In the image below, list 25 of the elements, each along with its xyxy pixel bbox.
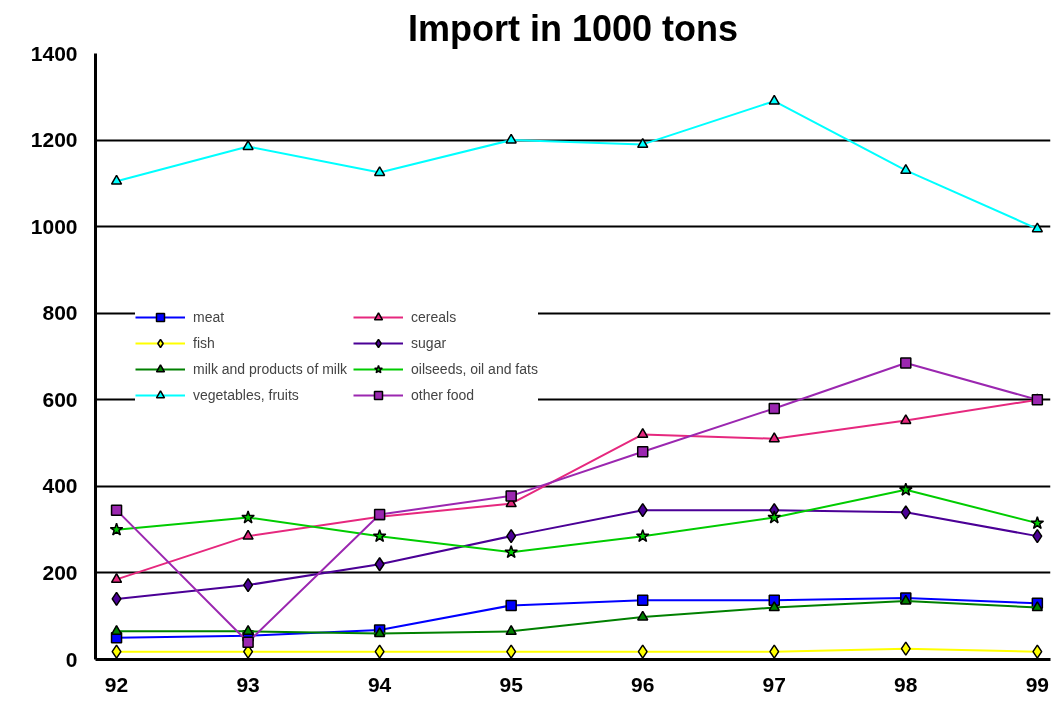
y-tick-label: 1000 (30, 214, 78, 238)
chart-title: Import in 1000 tons (407, 7, 739, 49)
x-tick-label: 96 (631, 672, 655, 696)
legend-label: meat (193, 309, 225, 325)
x-tick-label: 92 (104, 672, 129, 696)
y-tick-label: 1200 (30, 128, 78, 152)
legend-label: fish (193, 335, 215, 351)
x-tick-label: 99 (1025, 672, 1050, 696)
legend-label: cereals (411, 309, 457, 325)
x-tick-label: 95 (499, 672, 524, 696)
y-tick-label: 0 (65, 647, 78, 671)
x-tick-label: 94 (367, 672, 392, 696)
x-tick-label: 97 (762, 672, 786, 696)
x-tick-label: 93 (236, 672, 260, 696)
y-tick-label: 1400 (30, 41, 78, 65)
legend-label: milk and products of milk (193, 361, 348, 377)
legend-label: other food (411, 387, 475, 403)
y-tick-label: 800 (42, 301, 78, 325)
legend-label: sugar (411, 335, 447, 351)
legend-label: oilseeds, oil and fats (411, 361, 538, 377)
y-tick-label: 600 (42, 387, 78, 411)
x-tick-label: 98 (894, 672, 918, 696)
y-tick-label: 400 (42, 474, 78, 498)
legend-label: vegetables, fruits (193, 387, 299, 403)
y-tick-label: 200 (42, 560, 78, 584)
